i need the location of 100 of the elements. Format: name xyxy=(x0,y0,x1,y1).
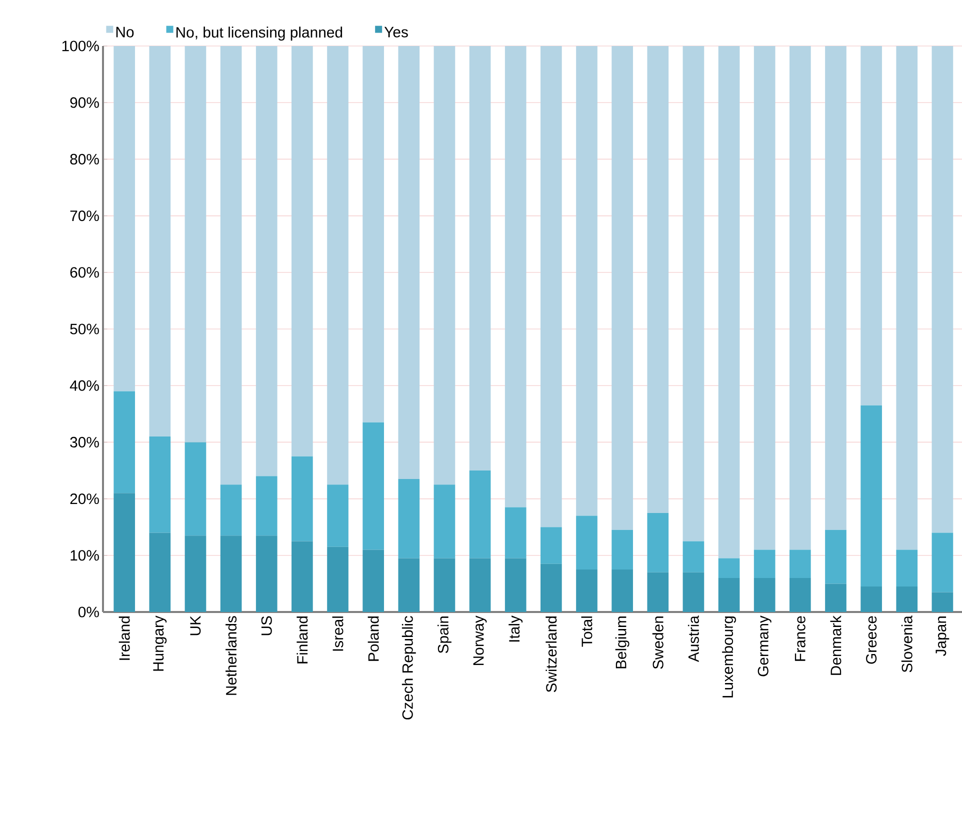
x-tick-label: Slovenia xyxy=(901,616,912,672)
bar xyxy=(149,46,171,437)
bar xyxy=(469,470,491,558)
bar xyxy=(647,512,669,572)
bar xyxy=(434,558,456,612)
bar xyxy=(754,550,776,578)
bar xyxy=(256,476,278,536)
y-tick-label: 20% xyxy=(70,494,99,504)
bar xyxy=(362,550,384,612)
bar xyxy=(114,493,136,612)
legend-label: Yes xyxy=(384,26,408,38)
y-tick-label: 10% xyxy=(70,550,99,561)
x-tick-label: Spain xyxy=(438,616,452,654)
x-tick-label: Sweden xyxy=(652,616,664,669)
x-tick-label: Greece xyxy=(866,616,877,664)
y-tick-label: 60% xyxy=(70,267,99,278)
bar xyxy=(504,507,526,558)
bar xyxy=(434,46,456,485)
bar xyxy=(932,46,954,533)
bar xyxy=(256,46,278,476)
bar xyxy=(682,572,704,612)
bar xyxy=(292,456,313,542)
bar xyxy=(327,46,348,485)
x-tick-label: Hungary xyxy=(153,616,167,671)
bar xyxy=(504,558,526,612)
y-tick-label: 70% xyxy=(70,210,99,222)
bar xyxy=(504,46,526,508)
y-tick-label: 90% xyxy=(70,97,99,108)
bar xyxy=(860,405,882,587)
x-tick-label: Poland xyxy=(368,616,379,661)
bar xyxy=(398,558,420,612)
legend-label: No xyxy=(116,26,134,38)
bar xyxy=(256,536,278,612)
bar xyxy=(149,532,171,612)
x-tick-label: Japan xyxy=(936,616,950,656)
bar xyxy=(576,570,598,612)
bar xyxy=(362,422,384,550)
bar xyxy=(184,442,206,536)
bar xyxy=(184,46,206,442)
x-tick-label: UK xyxy=(190,616,201,636)
bar xyxy=(789,578,811,612)
bar xyxy=(114,391,136,494)
y-tick-label: 80% xyxy=(70,154,99,164)
bar xyxy=(398,46,420,479)
y-tick-label: 100% xyxy=(62,40,99,52)
bar xyxy=(612,46,633,530)
bar xyxy=(220,536,242,612)
legend-label: No, but licensing planned xyxy=(176,26,342,41)
x-tick-label: Belgium xyxy=(615,616,630,668)
x-tick-label: France xyxy=(794,616,806,661)
bar xyxy=(612,530,633,570)
bar xyxy=(540,564,562,612)
bar xyxy=(114,46,136,392)
x-tick-label: Netherlands xyxy=(226,616,237,695)
x-tick-label: Norway xyxy=(473,616,487,665)
bar xyxy=(682,46,704,542)
bar xyxy=(896,586,918,612)
bar xyxy=(469,46,491,470)
x-tick-label: Germany xyxy=(758,616,772,676)
bar xyxy=(825,46,846,530)
bar xyxy=(718,558,740,578)
bar xyxy=(825,530,846,584)
bar xyxy=(612,570,633,612)
bar xyxy=(220,46,242,485)
bar xyxy=(184,536,206,612)
x-tick-label: US xyxy=(261,616,272,636)
bar xyxy=(220,484,242,536)
bar xyxy=(576,46,598,516)
bar xyxy=(647,572,669,612)
bar xyxy=(718,578,740,612)
y-tick-label: 30% xyxy=(70,436,99,448)
bar xyxy=(718,46,740,558)
x-tick-label: Austria xyxy=(688,616,699,662)
bar xyxy=(327,546,348,612)
bar xyxy=(540,527,562,564)
bar xyxy=(860,586,882,612)
bar xyxy=(754,578,776,612)
x-tick-label: Italy xyxy=(508,616,523,642)
bar xyxy=(576,516,598,570)
x-tick-label: Switzerland xyxy=(546,616,557,692)
x-tick-label: Czech Republic xyxy=(402,616,416,720)
bar xyxy=(789,550,811,578)
x-tick-label: Finland xyxy=(296,616,308,664)
bar xyxy=(896,550,918,587)
x-tick-label: Luxembourg xyxy=(722,616,736,698)
x-tick-label: Isreal xyxy=(332,616,344,651)
bar xyxy=(362,46,384,422)
bar xyxy=(932,532,954,592)
bar xyxy=(647,46,669,513)
bar xyxy=(149,436,171,533)
x-tick-label: Ireland xyxy=(118,616,130,660)
bar xyxy=(860,46,882,406)
x-tick-label: Denmark xyxy=(830,616,842,675)
bar xyxy=(540,46,562,528)
bar xyxy=(682,541,704,572)
bar xyxy=(469,558,491,612)
y-tick-label: 0% xyxy=(78,606,99,618)
bar xyxy=(825,584,846,612)
bar xyxy=(434,484,456,558)
bar xyxy=(398,478,420,558)
